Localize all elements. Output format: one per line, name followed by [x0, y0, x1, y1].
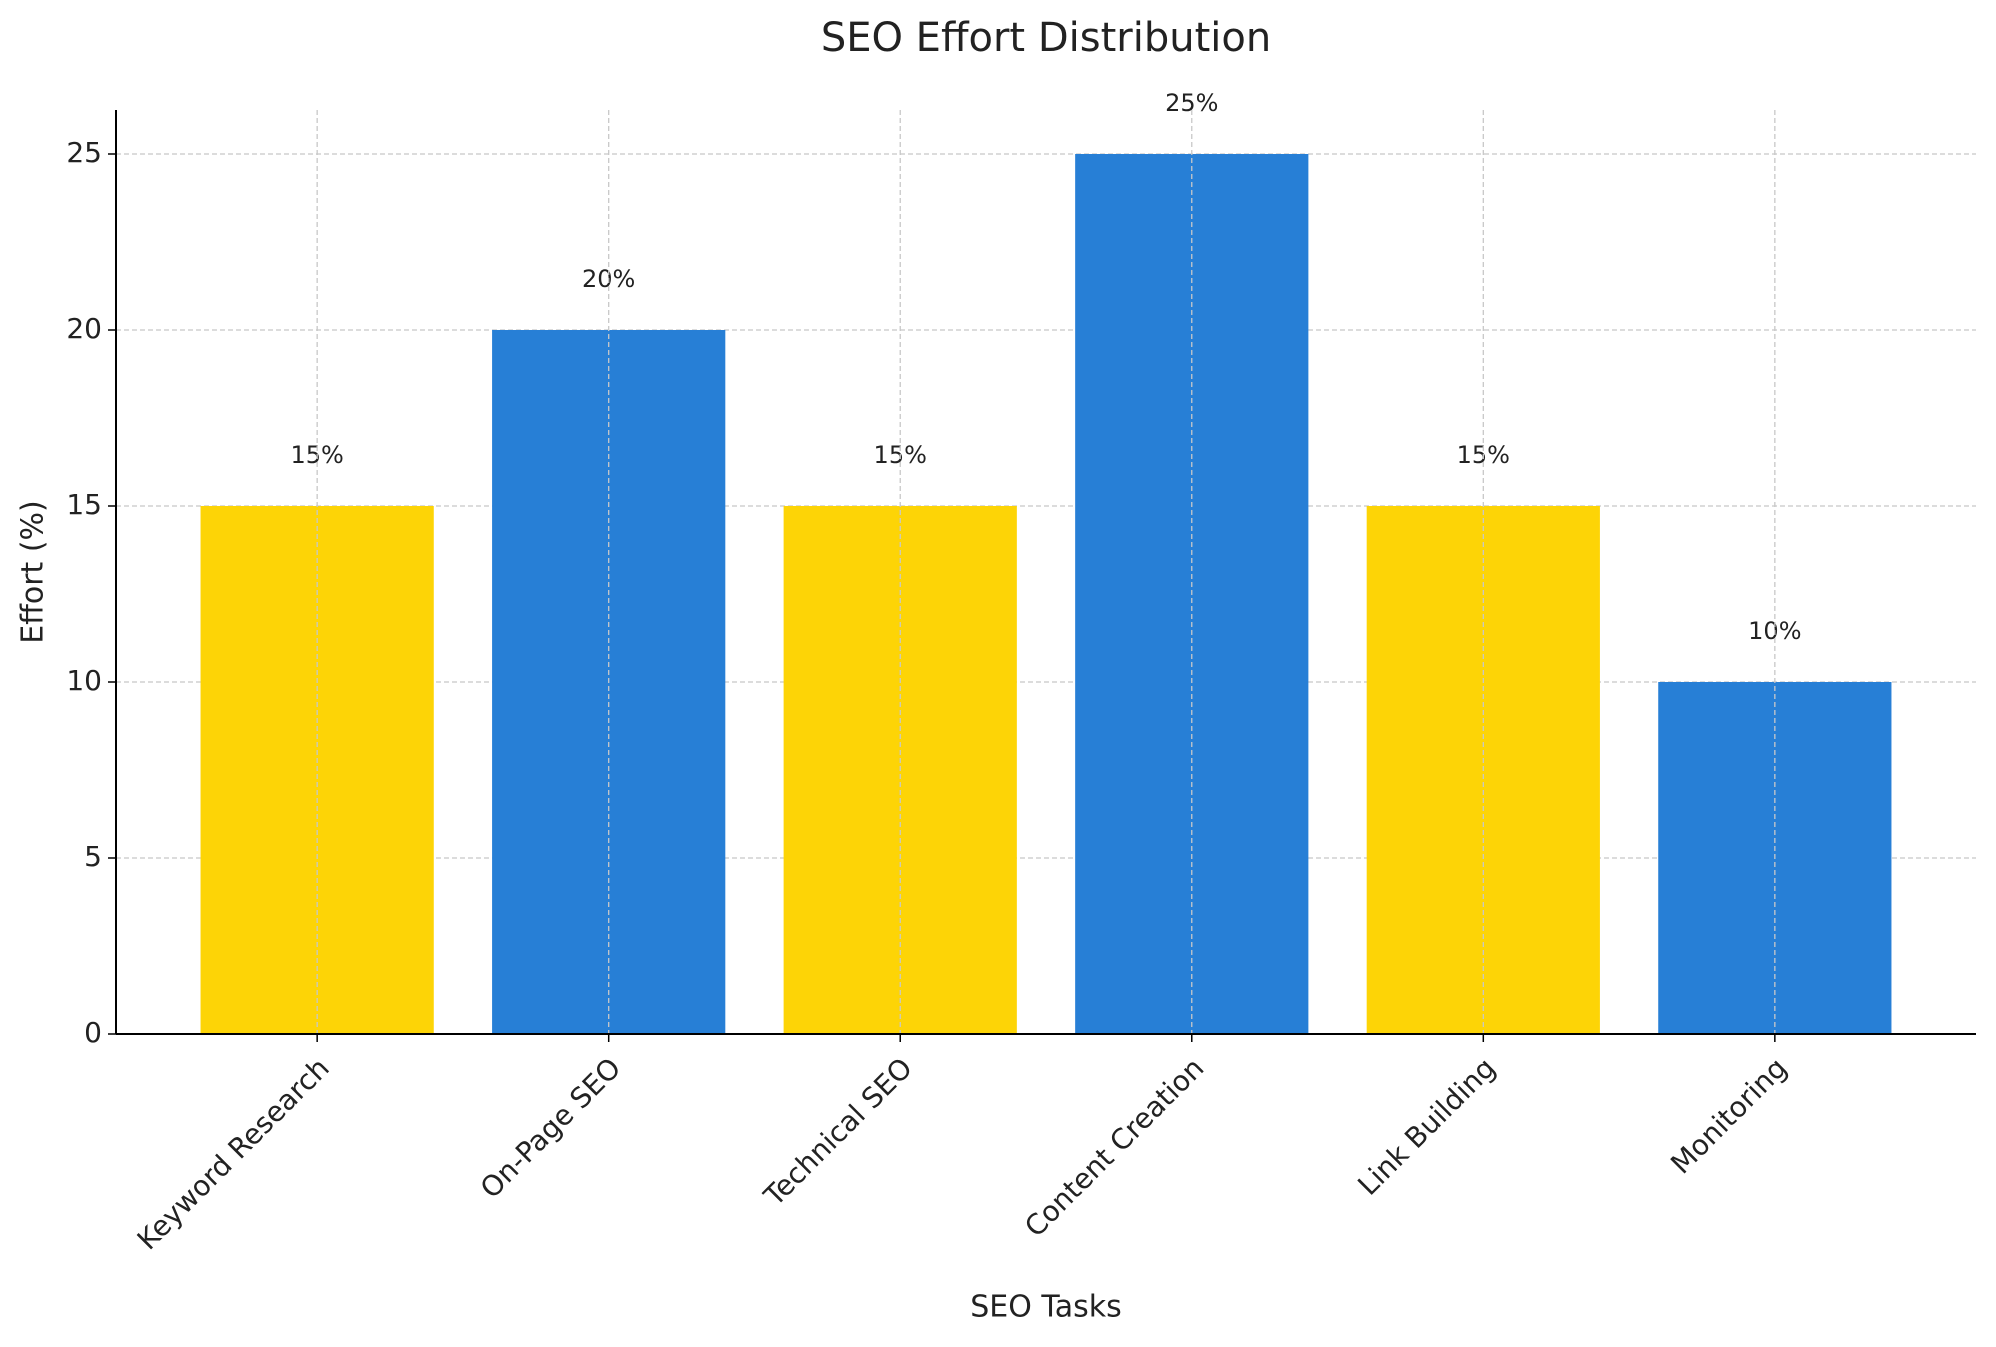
y-tick-label: 0	[84, 1016, 102, 1049]
y-tick-label: 5	[84, 840, 102, 873]
y-tick-label: 20	[66, 312, 102, 345]
x-tick-label: Keyword Research	[131, 1051, 336, 1256]
x-tick-label: Technical SEO	[757, 1051, 919, 1213]
x-axis-label: SEO Tasks	[970, 1290, 1122, 1325]
x-tick-label: Monitoring	[1664, 1051, 1793, 1180]
y-tick-label: 15	[66, 488, 102, 521]
x-tick-label: Content Creation	[1018, 1051, 1210, 1243]
x-tick-label: On-Page SEO	[474, 1051, 627, 1204]
y-tick-label: 25	[66, 136, 102, 169]
y-tick-label: 10	[66, 664, 102, 697]
x-tick-label: Link Building	[1351, 1051, 1501, 1201]
chart-title: SEO Effort Distribution	[821, 15, 1271, 61]
y-axis-label: Effort (%)	[16, 500, 51, 644]
